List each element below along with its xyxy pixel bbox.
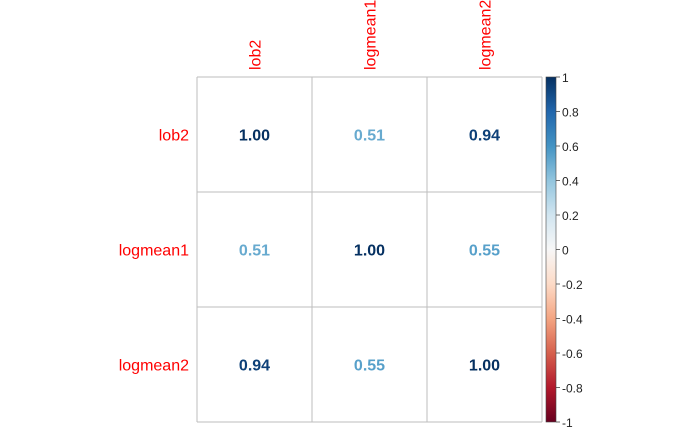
cell-value: 0.94 — [469, 128, 500, 145]
cell-value: 0.55 — [469, 243, 500, 260]
cell-value: 1.00 — [469, 358, 500, 375]
colorbar-tick-label: 0.4 — [562, 175, 579, 189]
column-labels: lob2 logmean1 logmean2 — [248, 0, 495, 70]
row-labels: lob2 logmean1 logmean2 — [119, 128, 189, 375]
column-label: logmean1 — [363, 0, 380, 70]
colorbar-tick-label: -0.6 — [562, 347, 583, 361]
matrix-cells: 1.00 0.51 0.94 0.51 1.00 0.55 0.94 0.55 1.00 — [239, 128, 500, 375]
colorbar-gradient — [546, 77, 556, 422]
cell-value: 0.55 — [354, 358, 385, 375]
cell-value: 0.94 — [239, 358, 270, 375]
colorbar-tick-label: 0.2 — [562, 209, 579, 223]
colorbar-tick-label: -1 — [562, 416, 573, 430]
colorbar: 1 0.8 0.6 0.4 0.2 0 -0.2 -0.4 -0.6 -0.8 -1 — [545, 71, 583, 430]
matrix-grid — [196, 76, 543, 423]
column-label: lob2 — [248, 40, 265, 70]
colorbar-tick-label: 0.8 — [562, 106, 579, 120]
colorbar-tick-label: -0.2 — [562, 278, 583, 292]
colorbar-tick-label: -0.8 — [562, 382, 583, 396]
colorbar-tick-label: 0 — [562, 244, 569, 258]
colorbar-tick-label: 1 — [562, 71, 569, 85]
row-label: logmean1 — [119, 243, 189, 260]
row-label: lob2 — [159, 128, 189, 145]
cell-value: 1.00 — [239, 128, 270, 145]
cell-value: 0.51 — [239, 243, 270, 260]
cell-value: 0.51 — [354, 128, 385, 145]
colorbar-tick-label: -0.4 — [562, 313, 583, 327]
cell-value: 1.00 — [354, 243, 385, 260]
column-label: logmean2 — [478, 0, 495, 70]
row-label: logmean2 — [119, 358, 189, 375]
colorbar-tick-label: 0.6 — [562, 140, 579, 154]
